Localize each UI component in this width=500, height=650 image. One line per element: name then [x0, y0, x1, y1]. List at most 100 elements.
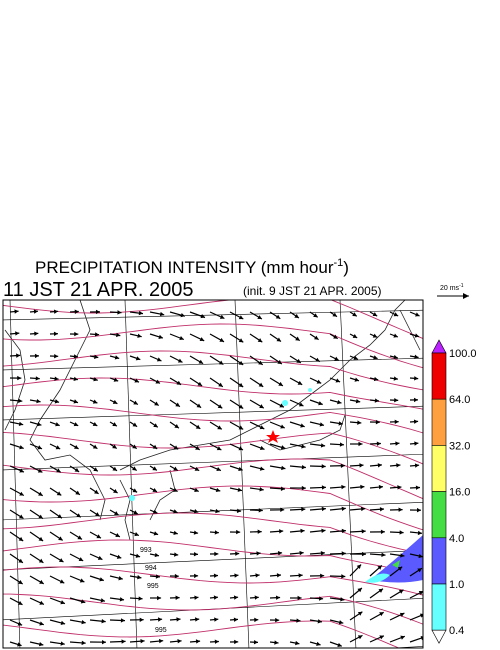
- wind-arrow: [49, 531, 64, 541]
- arrow-head: [114, 511, 119, 516]
- wind-arrow: [149, 421, 159, 428]
- wind-arrow: [89, 377, 98, 382]
- wind-arrow: [389, 311, 399, 317]
- wind-arrow: [309, 596, 324, 601]
- arrow-head: [316, 379, 322, 384]
- arrow-head: [56, 491, 62, 496]
- arrow-head: [193, 530, 199, 535]
- arrow-head: [340, 463, 345, 468]
- title-end: ): [343, 258, 349, 277]
- wind-arrow: [349, 611, 363, 621]
- wind-arrow: [169, 639, 182, 644]
- arrow-head: [194, 617, 200, 622]
- wind-arrow: [389, 507, 403, 512]
- wind-arrow: [249, 487, 264, 492]
- wind-arrow: [269, 595, 281, 600]
- wind-arrow: [249, 399, 265, 409]
- arrow-head: [176, 380, 182, 385]
- wind-arrow: [109, 310, 122, 315]
- wind-arrow: [249, 529, 262, 534]
- arrow-head: [377, 463, 382, 468]
- arrow-head: [360, 506, 366, 512]
- arrow-head: [339, 442, 344, 447]
- arrow-head: [38, 491, 43, 496]
- arrow-head: [377, 565, 382, 570]
- wind-arrow: [309, 485, 327, 490]
- arrow-head: [58, 536, 63, 541]
- wind-arrow: [9, 353, 21, 358]
- arrow-head: [300, 528, 305, 534]
- wind-arrow: [169, 552, 179, 557]
- colorbar-label: 100.0: [449, 348, 477, 360]
- wind-arrow: [9, 375, 22, 381]
- arrow-head: [19, 445, 24, 450]
- wind-arrow: [249, 573, 260, 578]
- wind-arrow: [209, 551, 219, 557]
- wind-arrow: [49, 619, 66, 626]
- arrow-head: [341, 574, 346, 579]
- wind-arrow: [209, 421, 223, 430]
- wind-arrow: [229, 399, 244, 410]
- arrow-head: [133, 400, 138, 405]
- wind-arrow: [229, 529, 241, 535]
- arrow-head: [54, 353, 59, 359]
- wind-arrow: [49, 353, 59, 359]
- isobar: [3, 377, 423, 410]
- arrow-head: [238, 382, 244, 387]
- colorbar: 100.0 64.0 32.0 16.0 4.0 1.0 0.4: [431, 339, 477, 644]
- arrow-head: [173, 487, 178, 492]
- isobar: [3, 485, 423, 531]
- wind-arrow: [329, 619, 344, 625]
- arrow-head: [300, 423, 305, 428]
- arrow-head: [360, 484, 365, 490]
- wind-arrow: [229, 311, 244, 320]
- arrow-head: [115, 533, 120, 538]
- arrow-head: [238, 315, 244, 320]
- isobar: [3, 300, 423, 339]
- wind-arrow: [209, 487, 221, 493]
- arrow-head: [297, 380, 303, 385]
- wind-arrow: [149, 574, 161, 579]
- arrow-head: [237, 487, 243, 492]
- arrow-head: [159, 311, 165, 317]
- arrow-head: [138, 596, 143, 601]
- wind-arrow: [109, 575, 123, 581]
- arrow-head: [234, 639, 239, 645]
- wind-arrow: [389, 589, 404, 599]
- arrow-head: [119, 597, 125, 602]
- arrow-head: [357, 588, 362, 593]
- wind-arrow: [129, 333, 142, 338]
- wind-arrow: [49, 399, 60, 404]
- wind-arrow: [249, 551, 261, 556]
- wind-arrow: [409, 613, 423, 621]
- wind-arrow: [309, 528, 326, 534]
- wind-arrow: [369, 355, 378, 360]
- wind-arrow: [49, 376, 59, 381]
- lon-line: [339, 300, 357, 648]
- wind-arrow: [409, 333, 420, 338]
- wind-arrow: [29, 465, 43, 473]
- wind-arrow: [329, 399, 342, 405]
- wind-arrow: [29, 309, 39, 314]
- coastline: [259, 414, 346, 451]
- wind-arrow: [49, 309, 59, 314]
- arrow-head: [352, 334, 358, 338]
- arrow-head: [193, 509, 199, 514]
- wind-arrow: [409, 376, 419, 381]
- wind-arrow: [289, 550, 304, 556]
- wind-arrow: [69, 531, 83, 540]
- arrow-head: [378, 484, 384, 490]
- arrow-head: [398, 507, 403, 512]
- wind-arrow: [129, 617, 144, 623]
- wind-arrow: [249, 355, 264, 366]
- lon-line: [234, 300, 250, 648]
- wind-arrow: [389, 333, 399, 338]
- arrow-head: [379, 507, 385, 512]
- arrow-head: [356, 564, 362, 569]
- wind-arrow: [169, 311, 186, 318]
- lon-line: [9, 300, 21, 648]
- wind-arrow: [209, 399, 223, 409]
- arrow-head: [60, 641, 65, 646]
- arrow-head: [298, 573, 303, 578]
- wind-arrow: [289, 355, 302, 364]
